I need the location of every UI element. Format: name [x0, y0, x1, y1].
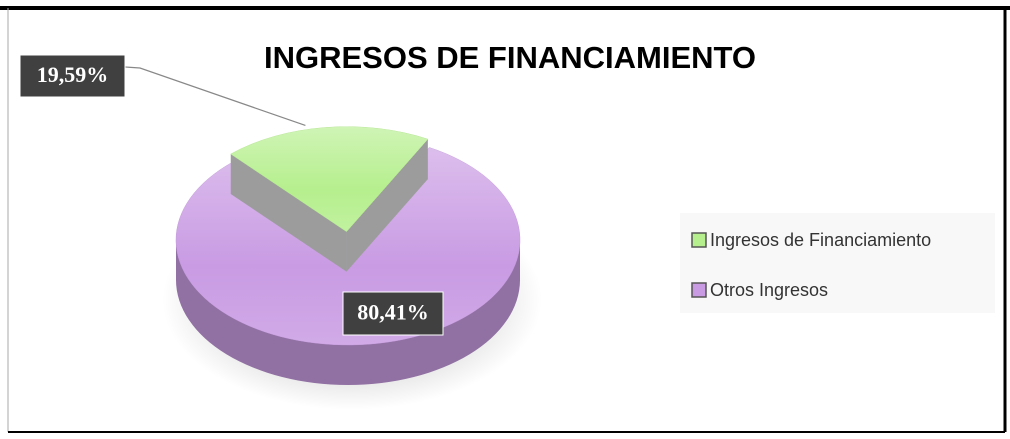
data-label: 19,59%	[37, 62, 109, 87]
legend-swatch	[691, 232, 707, 248]
slice-shine	[230, 126, 428, 232]
slice-wall	[230, 154, 347, 272]
legend-box	[680, 213, 995, 313]
data-label-box	[342, 291, 444, 336]
chart-title: INGRESOS DE FINANCIAMIENTO	[264, 40, 756, 75]
legend-swatch	[691, 282, 707, 298]
slice-side	[176, 240, 520, 385]
data-label-box	[19, 54, 126, 98]
legend-label: Otros Ingresos	[710, 280, 828, 300]
legend-label: Ingresos de Financiamiento	[710, 230, 931, 250]
leader-line	[124, 66, 306, 127]
slice-wall	[346, 139, 428, 272]
data-label: 80,41%	[357, 300, 429, 325]
